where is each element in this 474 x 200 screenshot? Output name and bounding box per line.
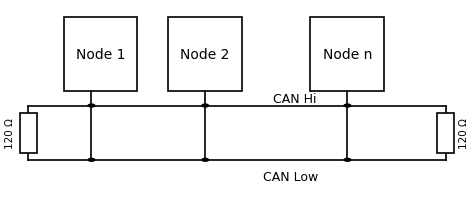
Text: CAN Low: CAN Low: [263, 171, 319, 183]
Text: CAN Hi: CAN Hi: [273, 93, 316, 105]
Text: 120 Ω: 120 Ω: [5, 118, 15, 148]
Bar: [64, 18, 137, 92]
Bar: [20, 113, 36, 153]
Circle shape: [344, 159, 351, 161]
Circle shape: [202, 159, 209, 161]
Bar: [437, 113, 454, 153]
Text: 120 Ω: 120 Ω: [459, 118, 469, 148]
Circle shape: [88, 105, 95, 107]
Text: Node 2: Node 2: [180, 48, 230, 62]
Bar: [168, 18, 242, 92]
Circle shape: [88, 159, 95, 161]
Text: Node n: Node n: [322, 48, 372, 62]
Circle shape: [202, 105, 209, 107]
Circle shape: [344, 105, 351, 107]
Text: Node 1: Node 1: [76, 48, 126, 62]
Bar: [310, 18, 384, 92]
